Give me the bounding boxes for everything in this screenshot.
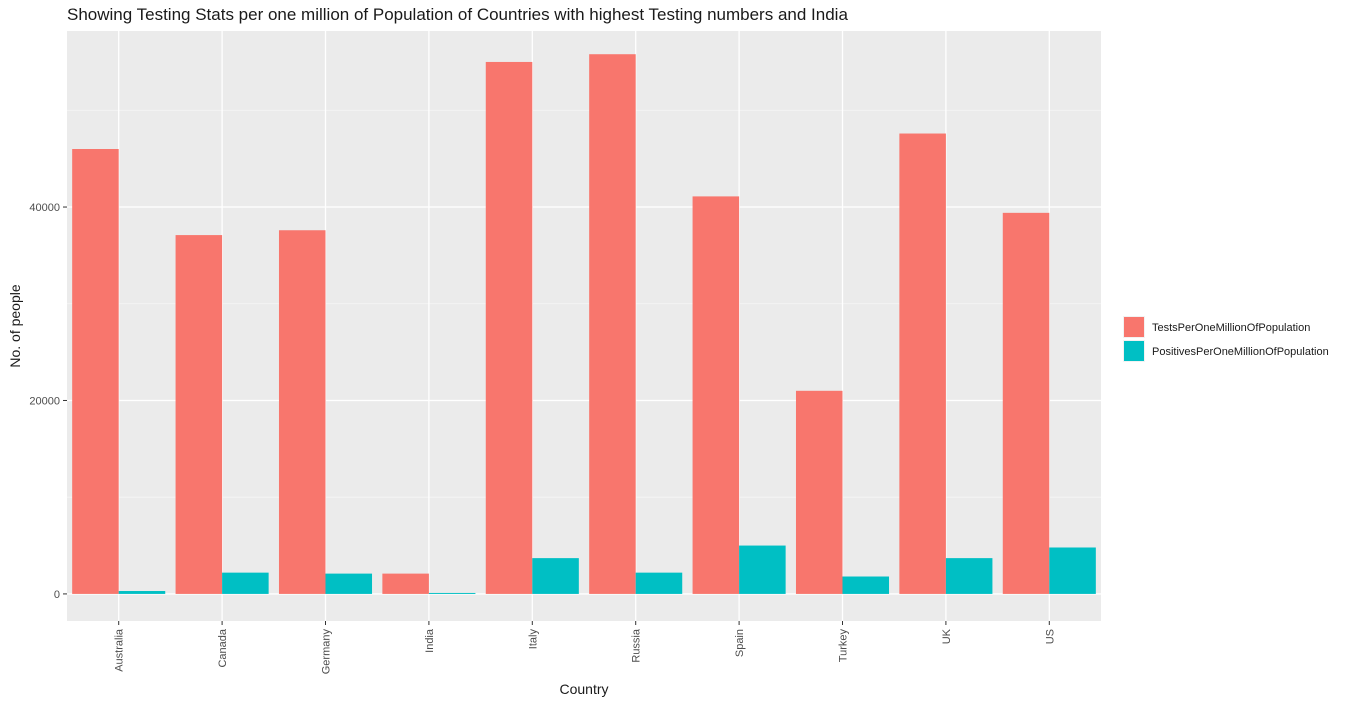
bar-canada-series-1 — [175, 235, 223, 594]
bar-uk-series-2 — [945, 558, 993, 594]
y-axis: 0 20000 40000 — [29, 202, 67, 601]
x-axis-label: Country — [559, 681, 608, 697]
legend-label-series-1: TestsPerOneMillionOfPopulation — [1152, 322, 1310, 334]
x-tick-label-india: India — [424, 628, 436, 653]
x-tick-label-us: US — [1044, 629, 1056, 644]
x-tick-label-russia: Russia — [631, 628, 643, 663]
bar-italy-series-2 — [532, 558, 579, 594]
bar-germany-series-1 — [278, 230, 326, 594]
x-tick-label-australia: Australia — [114, 628, 126, 672]
bars — [72, 54, 1096, 594]
bar-russia-series-2 — [635, 572, 683, 594]
x-tick-label-canada: Canada — [217, 628, 229, 667]
y-tick-label: 20000 — [29, 395, 60, 407]
y-tick-label: 0 — [54, 589, 60, 601]
bar-germany-series-2 — [325, 573, 373, 594]
x-tick-label-italy: Italy — [527, 629, 539, 650]
legend-label-series-2: PositivesPerOneMillionOfPopulation — [1152, 346, 1329, 358]
bar-turkey-series-1 — [795, 390, 843, 594]
x-tick-label-turkey: Turkey — [838, 629, 850, 663]
legend-swatch-series-2 — [1124, 341, 1144, 361]
y-axis-label: No. of people — [7, 284, 23, 367]
bar-india-series-2 — [428, 592, 476, 594]
bar-spain-series-2 — [739, 545, 786, 594]
bar-us-series-1 — [1002, 212, 1050, 594]
x-tick-label-germany: Germany — [321, 629, 333, 675]
x-tick-label-spain: Spain — [734, 629, 746, 657]
bar-turkey-series-2 — [842, 576, 890, 594]
bar-australia-series-1 — [72, 149, 119, 594]
bar-canada-series-2 — [222, 572, 269, 594]
bar-us-series-2 — [1049, 547, 1096, 594]
chart-title: Showing Testing Stats per one million of… — [67, 5, 848, 24]
bar-spain-series-1 — [692, 196, 740, 594]
x-axis: Australia Canada Germany India Italy Russia Sp… — [114, 621, 1056, 675]
x-tick-label-uk: UK — [941, 628, 953, 644]
bar-russia-series-1 — [589, 54, 636, 594]
bar-india-series-1 — [382, 573, 429, 594]
legend-swatch-series-1 — [1124, 317, 1144, 337]
legend: TestsPerOneMillionOfPopulation PositivesP… — [1123, 316, 1329, 362]
y-tick-label: 40000 — [29, 202, 60, 214]
bar-italy-series-1 — [485, 61, 533, 594]
bar-australia-series-2 — [118, 591, 166, 594]
bar-uk-series-1 — [899, 133, 946, 594]
